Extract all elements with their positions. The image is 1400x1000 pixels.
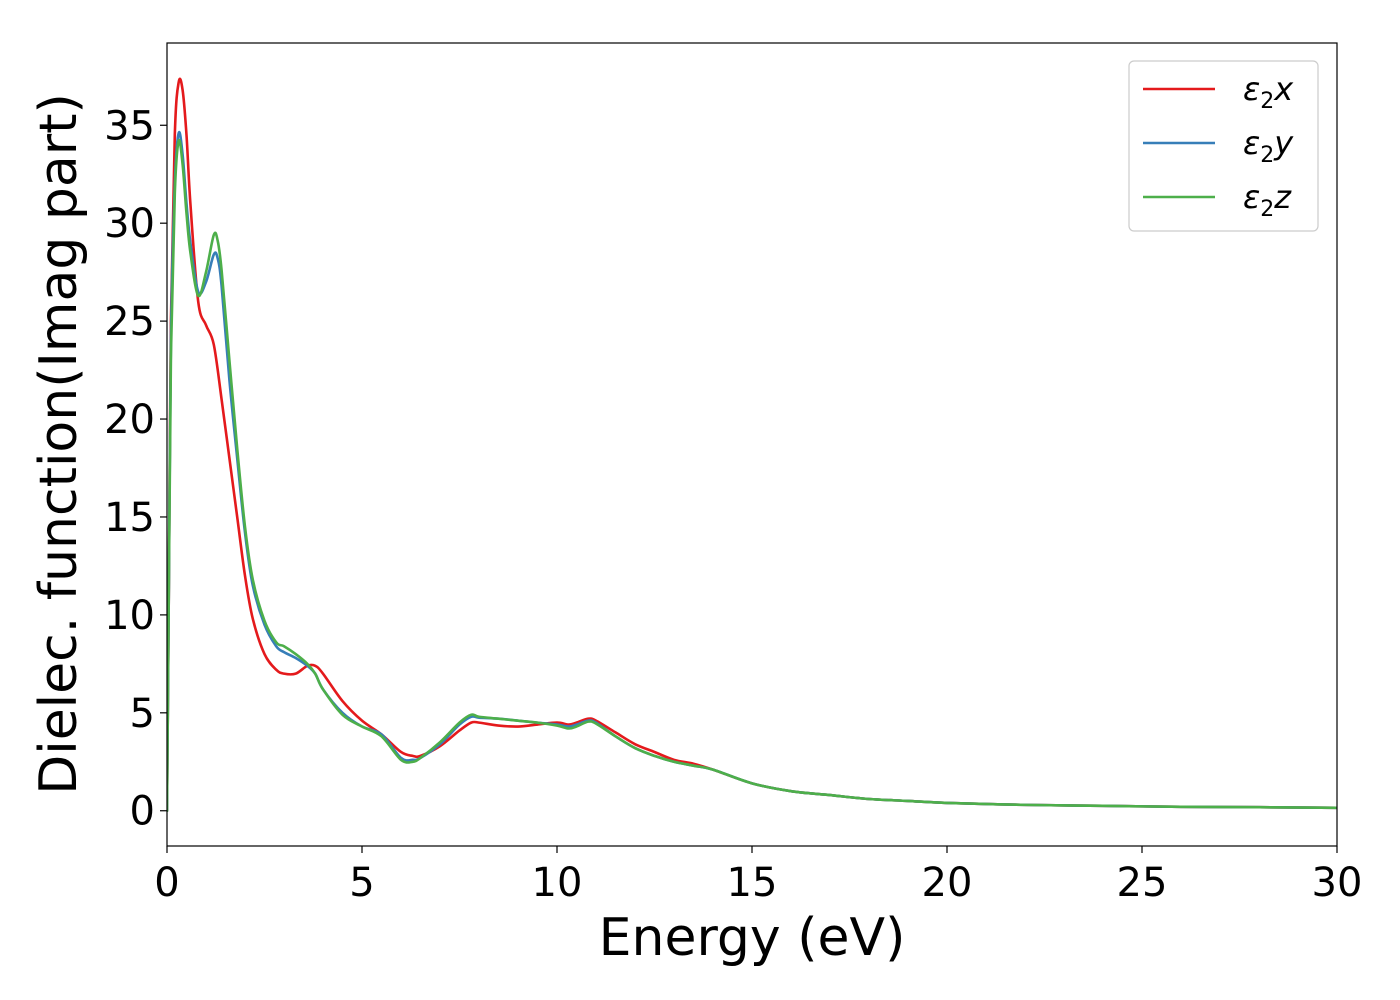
x-axis-ticks: 0 5 10 15 20 25 30 (154, 846, 1362, 906)
y-tick-label: 30 (104, 201, 155, 247)
x-tick-label: 5 (349, 860, 374, 906)
y-tick-label: 15 (104, 495, 155, 541)
legend: ε2x ε2y ε2z (1128, 60, 1319, 232)
y-tick-label: 5 (130, 691, 155, 737)
x-tick-label: 20 (922, 860, 973, 906)
y-tick-label: 35 (104, 103, 155, 149)
x-tick-label: 0 (154, 860, 179, 906)
y-tick-label: 10 (104, 593, 155, 639)
x-tick-label: 25 (1117, 860, 1168, 906)
legend-label-x: ε2x (1243, 70, 1294, 114)
x-tick-label: 10 (532, 860, 583, 906)
y-axis-label: Dielec. function(Imag part) (29, 93, 89, 795)
series-layer (167, 77, 1337, 813)
x-tick-label: 15 (727, 860, 778, 906)
x-axis-label: Energy (eV) (599, 908, 906, 968)
y-axis-ticks: 0 5 10 15 20 25 30 35 (104, 103, 167, 835)
series-line-z (167, 138, 1337, 813)
legend-box (1128, 60, 1319, 232)
y-tick-label: 20 (104, 397, 155, 443)
x-tick-label: 30 (1312, 860, 1363, 906)
legend-label-y: ε2y (1243, 124, 1294, 168)
legend-label-z: ε2z (1243, 178, 1292, 222)
y-tick-label: 0 (130, 789, 155, 835)
y-tick-label: 25 (104, 299, 155, 345)
